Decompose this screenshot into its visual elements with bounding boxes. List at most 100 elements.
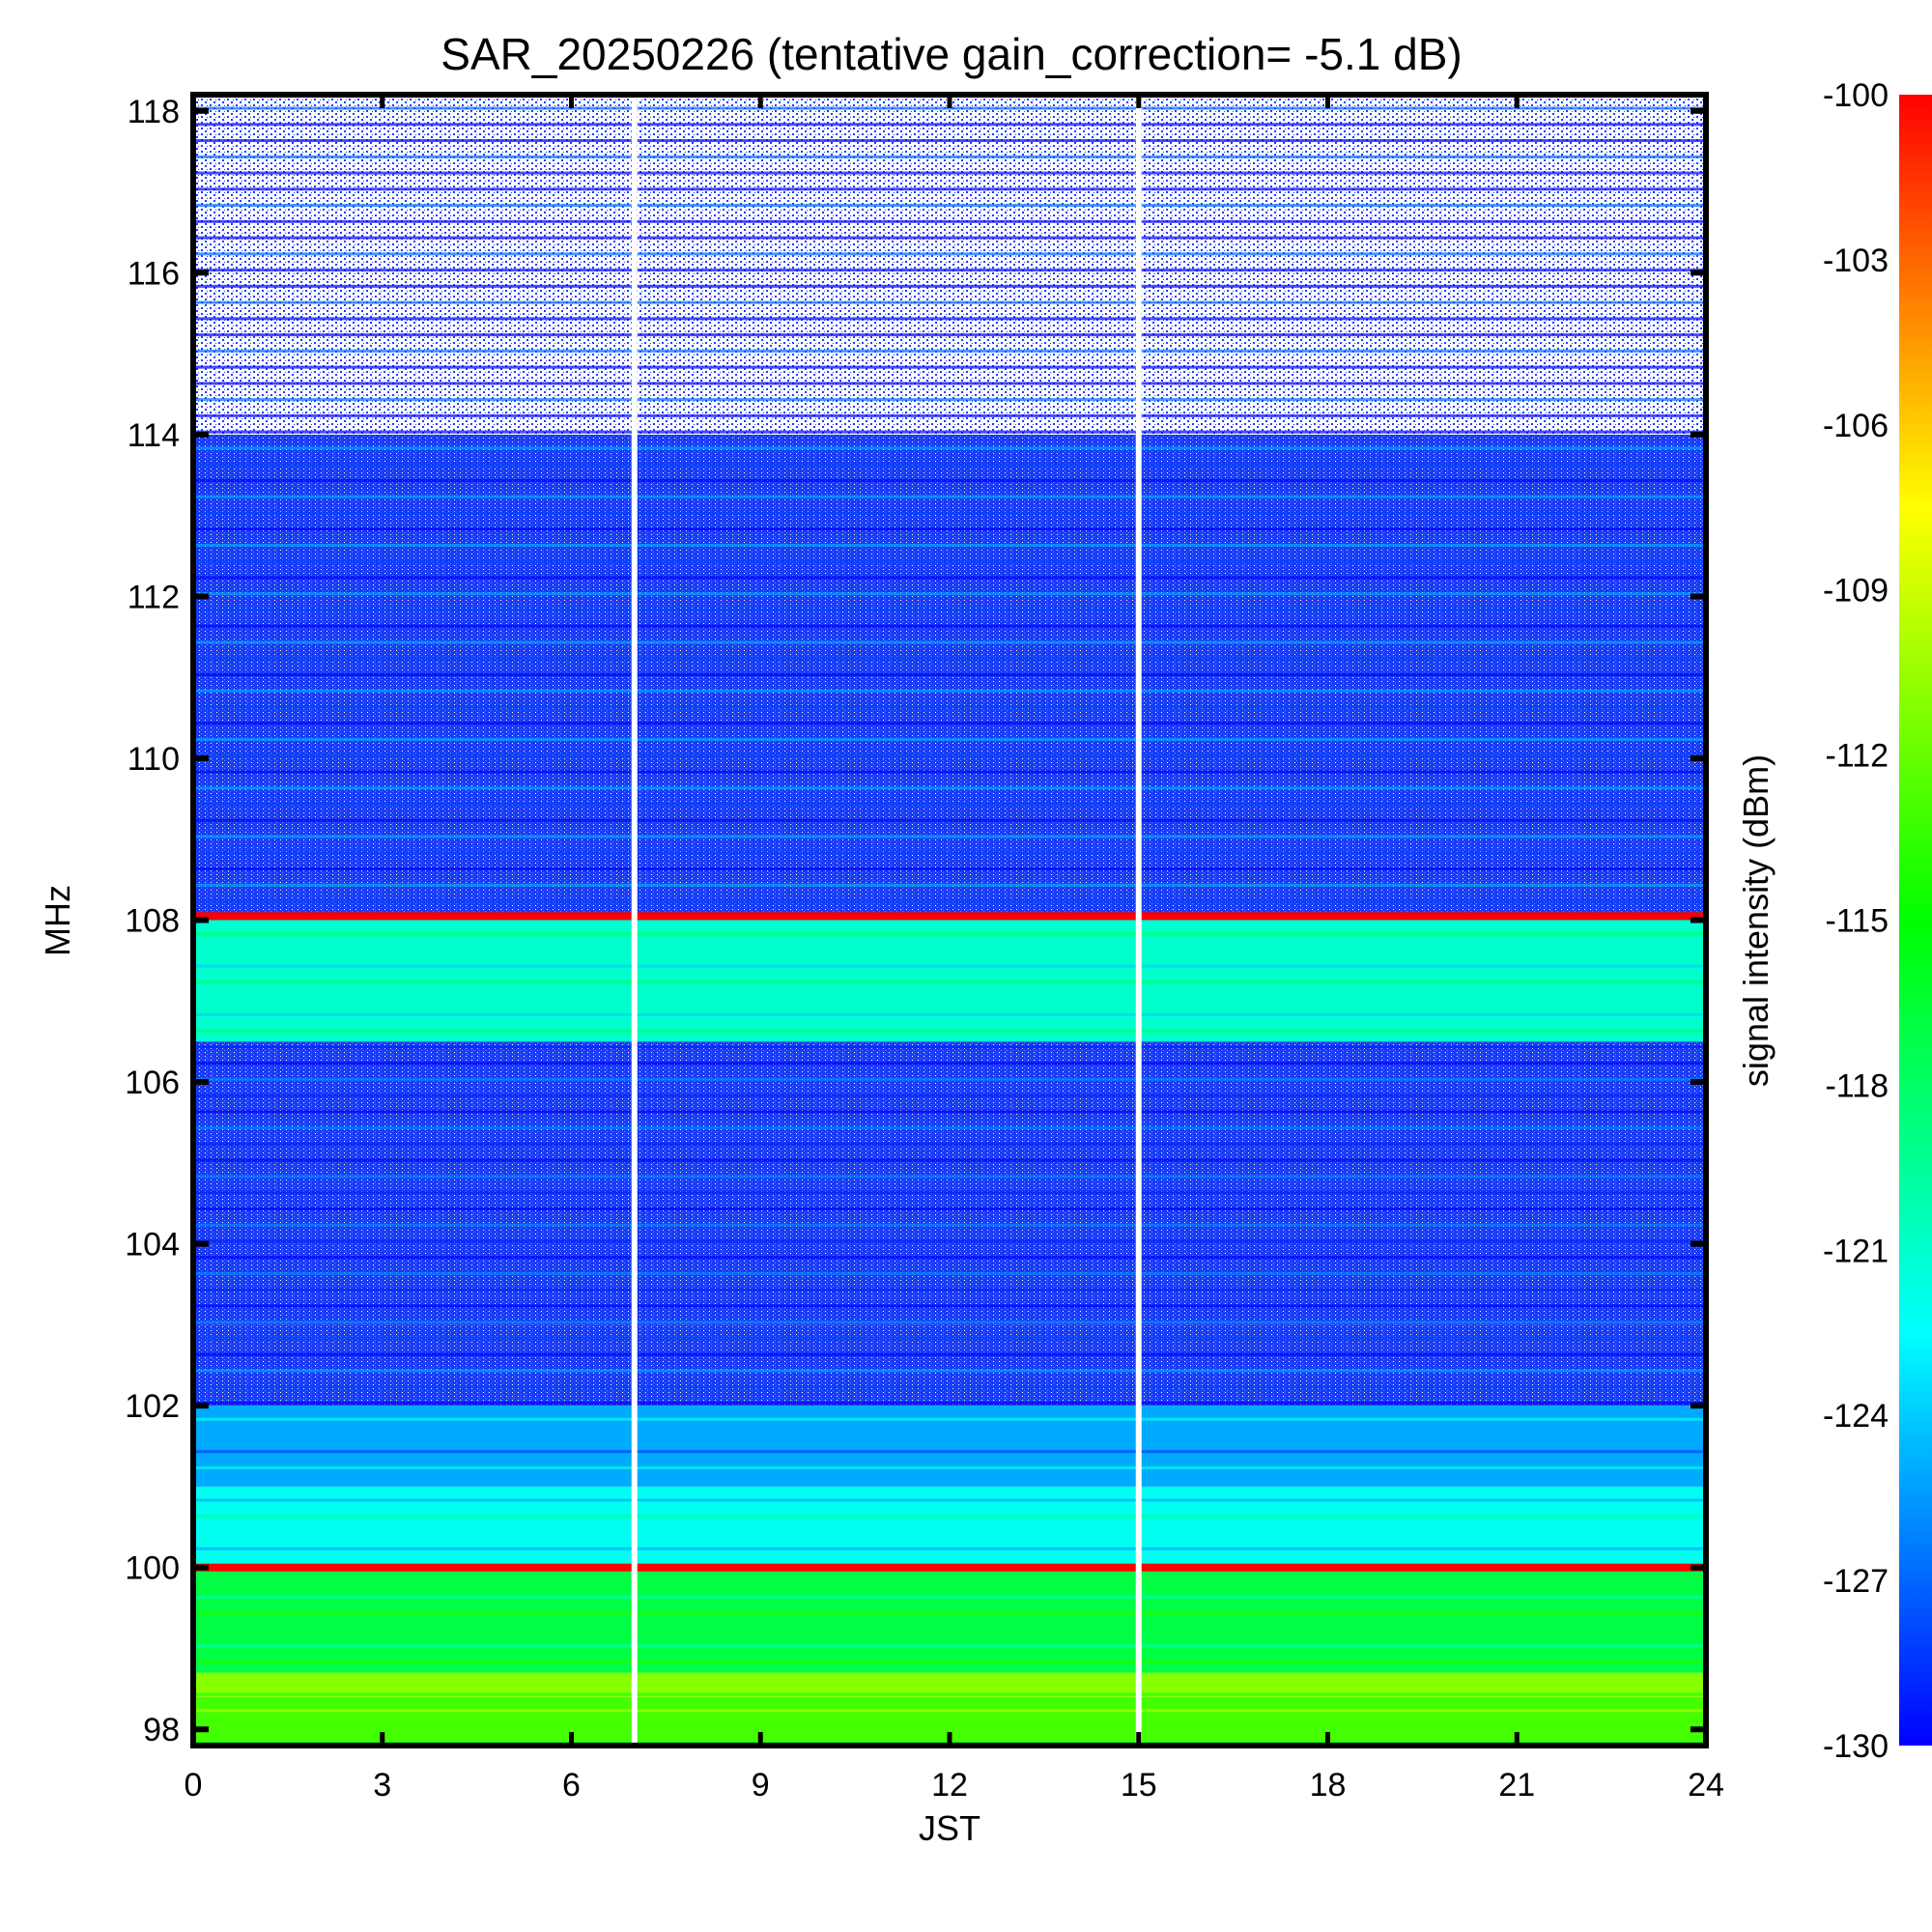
carrier-stripe (193, 1271, 1706, 1275)
x-tick-label: 24 (1688, 1767, 1724, 1804)
carrier-stripe (193, 1207, 1706, 1210)
y-axis: 98 100 102 104 106 108 110 112 114 116 118 (125, 94, 1706, 1748)
colorbar (1899, 95, 1932, 1746)
carrier-stripe (193, 1644, 1706, 1648)
carrier-stripe (193, 559, 1706, 563)
carrier-stripe (193, 317, 1706, 321)
carrier-stripe (193, 269, 1706, 272)
carrier-stripe (193, 1709, 1706, 1713)
carrier-stripe (193, 932, 1706, 936)
carrier-stripe (193, 1417, 1706, 1421)
carrier-stripe (193, 398, 1706, 402)
carrier-stripe (193, 446, 1706, 450)
carrier-stripe (193, 1336, 1706, 1340)
carrier-stripe (193, 1515, 1706, 1519)
carrier-stripe (193, 139, 1706, 143)
carrier-stripe (193, 1676, 1706, 1680)
x-tick-label: 12 (931, 1767, 968, 1804)
carrier-stripe (193, 657, 1706, 661)
carrier-stripe (193, 1692, 1706, 1696)
carrier-stripe (193, 543, 1706, 547)
x-tick-label: 0 (185, 1767, 203, 1804)
carrier-stripe (193, 1062, 1706, 1065)
carrier-stripe (193, 236, 1706, 240)
y-tick-label: 100 (125, 1550, 180, 1587)
carrier-stripe (193, 365, 1706, 369)
x-axis: 0 3 6 9 12 15 18 21 24 (185, 95, 1724, 1804)
carrier-stripe (193, 689, 1706, 693)
carrier-stripe (193, 349, 1706, 353)
carrier-stripe (193, 624, 1706, 628)
carrier-stripe (193, 1110, 1706, 1114)
y-tick-label: 98 (143, 1712, 180, 1748)
x-tick-label: 21 (1498, 1767, 1535, 1804)
carrier-stripe (193, 738, 1706, 742)
carrier-stripe (193, 1304, 1706, 1308)
carrier-stripe (193, 899, 1706, 903)
carrier-stripe (193, 1482, 1706, 1486)
carrier-stripe (193, 997, 1706, 1001)
y-tick-label: 110 (128, 741, 180, 778)
y-tick-label: 114 (128, 417, 180, 454)
carrier-stripe (193, 1094, 1706, 1097)
carrier-stripe (193, 1661, 1706, 1664)
carrier-stripe (193, 1530, 1706, 1534)
carrier-stripe (193, 948, 1706, 952)
spectrum-band (193, 95, 1706, 435)
carrier-stripe (193, 1321, 1706, 1324)
carrier-stripe (193, 155, 1706, 158)
x-axis-label: JST (919, 1808, 980, 1848)
x-tick-label: 3 (373, 1767, 391, 1804)
colorbar-tick-label: -127 (1823, 1563, 1889, 1600)
y-tick-label: 112 (128, 579, 180, 615)
carrier-stripe (193, 867, 1706, 871)
carrier-stripe (193, 511, 1706, 515)
strong-carrier-line (193, 1563, 1706, 1572)
chart-title: SAR_20250226 (tentative gain_correction=… (440, 29, 1462, 79)
x-tick-label: 18 (1310, 1767, 1347, 1804)
carrier-stripe (193, 333, 1706, 337)
carrier-stripe (193, 123, 1706, 127)
carrier-stripe (193, 106, 1706, 110)
strong-carrier-line (193, 912, 1706, 921)
data-gap-line (631, 95, 638, 1746)
y-tick-label: 116 (128, 255, 180, 292)
carrier-stripe (193, 1223, 1706, 1227)
carrier-stripe (193, 1142, 1706, 1146)
y-tick-label: 108 (125, 903, 180, 940)
carrier-stripe (193, 1029, 1706, 1033)
colorbar-ticks: -100 -103 -106 -109 -112 -115 -118 -121 -124 -127… (1823, 77, 1889, 1765)
carrier-stripe (193, 672, 1706, 676)
carrier-stripe (193, 300, 1706, 304)
carrier-stripe (193, 576, 1706, 580)
carrier-stripe (193, 1611, 1706, 1615)
carrier-stripe (193, 204, 1706, 208)
carrier-stripe (193, 1077, 1706, 1081)
colorbar-tick-label: -121 (1823, 1233, 1889, 1269)
x-tick-label: 6 (562, 1767, 581, 1804)
colorbar-tick-label: -100 (1823, 77, 1889, 114)
carrier-stripe (193, 284, 1706, 288)
carrier-stripe (193, 980, 1706, 984)
carrier-stripe (193, 1434, 1706, 1437)
carrier-stripe (193, 1126, 1706, 1130)
carrier-stripe (193, 252, 1706, 256)
carrier-stripe (193, 219, 1706, 223)
carrier-stripe (193, 1725, 1706, 1729)
y-tick-label: 104 (125, 1227, 180, 1264)
colorbar-tick-label: -118 (1825, 1067, 1889, 1104)
carrier-stripe (193, 705, 1706, 709)
x-tick-label: 9 (752, 1767, 770, 1804)
carrier-stripe (193, 495, 1706, 498)
carrier-stripe (193, 851, 1706, 855)
colorbar-label: signal intensity (dBm) (1736, 754, 1776, 1087)
y-tick-label: 106 (125, 1065, 180, 1101)
carrier-stripe (193, 1352, 1706, 1356)
colorbar-tick-label: -109 (1823, 573, 1889, 610)
spectrum-band (193, 434, 1706, 921)
carrier-stripe (193, 640, 1706, 644)
carrier-stripe (193, 430, 1706, 434)
colorbar-tick-label: -106 (1823, 408, 1889, 444)
y-axis-label: MHz (38, 885, 77, 956)
